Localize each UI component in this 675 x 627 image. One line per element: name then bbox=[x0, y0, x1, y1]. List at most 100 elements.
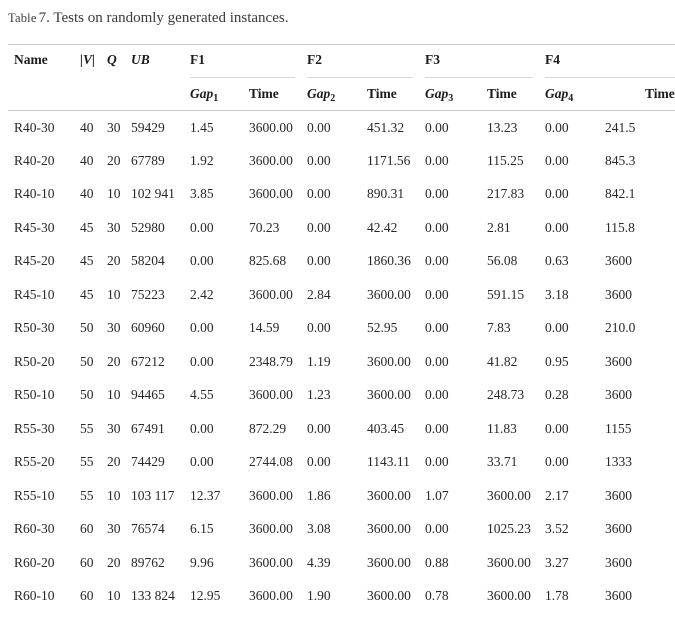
cell-ub: 133 824 bbox=[131, 588, 175, 604]
cell-time3: 13.23 bbox=[487, 119, 518, 135]
cell-q: 10 bbox=[107, 186, 121, 202]
cell-gap3: 0.00 bbox=[425, 454, 449, 470]
cell-q: 20 bbox=[107, 554, 121, 570]
cell-v: 55 bbox=[80, 487, 94, 503]
cell-name: R55-10 bbox=[14, 487, 55, 503]
cell-ub: 76574 bbox=[131, 521, 165, 537]
cell-v: 50 bbox=[80, 387, 94, 403]
cell-time3: 217.83 bbox=[487, 186, 525, 202]
cell-time4: 842.1 bbox=[605, 186, 636, 202]
group-header-row: Name |V| Q UB F1 F2 F3 F4 bbox=[8, 44, 675, 111]
cell-v: 45 bbox=[80, 286, 94, 302]
cell-time2: 451.32 bbox=[367, 119, 405, 135]
cell-name: R55-30 bbox=[14, 420, 55, 436]
column-header-v: |V| bbox=[80, 44, 107, 111]
cell-ub: 58204 bbox=[131, 253, 165, 269]
cell-time3: 41.82 bbox=[487, 353, 518, 369]
cell-gap4: 0.63 bbox=[545, 253, 569, 269]
cell-q: 10 bbox=[107, 588, 121, 604]
table-body: R40-30 40 30 59429 1.45 3600.00 0.00 451.32 0.00… bbox=[8, 111, 675, 614]
cell-time3: 3600.00 bbox=[487, 487, 531, 503]
group-header-f2: F2 bbox=[307, 45, 425, 78]
cell-gap3: 0.00 bbox=[425, 420, 449, 436]
cell-gap3: 0.00 bbox=[425, 186, 449, 202]
table-caption-label: Table bbox=[8, 11, 37, 25]
cell-name: R50-20 bbox=[14, 353, 55, 369]
cell-name: R55-20 bbox=[14, 454, 55, 470]
cell-time1: 3600.00 bbox=[249, 186, 293, 202]
cell-ub: 67212 bbox=[131, 353, 165, 369]
column-header-gap2: Gap2 bbox=[307, 77, 367, 111]
cell-name: R45-10 bbox=[14, 286, 55, 302]
cell-name: R60-30 bbox=[14, 521, 55, 537]
cell-v: 45 bbox=[80, 219, 94, 235]
cell-gap2: 2.84 bbox=[307, 286, 331, 302]
table-caption: Table 7. Tests on randomly generated inst… bbox=[8, 9, 675, 28]
cell-gap4: 0.28 bbox=[545, 387, 569, 403]
column-header-gap3: Gap3 bbox=[425, 77, 487, 111]
cell-gap1: 4.55 bbox=[190, 387, 214, 403]
cell-v: 50 bbox=[80, 353, 94, 369]
cell-time2: 3600.00 bbox=[367, 353, 411, 369]
cell-ub: 74429 bbox=[131, 454, 165, 470]
cell-time4: 3600 bbox=[605, 387, 632, 403]
cell-gap3: 1.07 bbox=[425, 487, 449, 503]
cell-time3: 3600.00 bbox=[487, 554, 531, 570]
column-header-gap4: Gap4 bbox=[545, 77, 605, 111]
table-row: R60-30 60 30 76574 6.15 3600.00 3.08 3600.00 0.0… bbox=[8, 513, 675, 547]
table-row: R40-10 40 10 102 941 3.85 3600.00 0.00 890.31 0.… bbox=[8, 178, 675, 212]
cell-q: 30 bbox=[107, 119, 121, 135]
cell-gap4: 0.00 bbox=[545, 186, 569, 202]
cell-gap3: 0.00 bbox=[425, 152, 449, 168]
cell-gap2: 0.00 bbox=[307, 219, 331, 235]
cell-time4: 1333 bbox=[605, 454, 632, 470]
cell-gap1: 0.00 bbox=[190, 320, 214, 336]
cell-name: R60-20 bbox=[14, 554, 55, 570]
cell-time1: 3600.00 bbox=[249, 119, 293, 135]
cell-gap3: 0.78 bbox=[425, 588, 449, 604]
cell-gap4: 0.00 bbox=[545, 219, 569, 235]
cell-time1: 2744.08 bbox=[249, 454, 293, 470]
cell-gap1: 3.85 bbox=[190, 186, 214, 202]
cell-time4: 1155 bbox=[605, 420, 632, 436]
cell-gap3: 0.00 bbox=[425, 387, 449, 403]
cell-gap2: 0.00 bbox=[307, 320, 331, 336]
cell-v: 60 bbox=[80, 554, 94, 570]
cell-ub: 52980 bbox=[131, 219, 165, 235]
cell-time3: 33.71 bbox=[487, 454, 518, 470]
cell-time2: 3600.00 bbox=[367, 588, 411, 604]
cell-v: 60 bbox=[80, 521, 94, 537]
cell-q: 20 bbox=[107, 353, 121, 369]
table-row: R55-20 55 20 74429 0.00 2744.08 0.00 1143.11 0.0… bbox=[8, 446, 675, 480]
cell-gap1: 12.37 bbox=[190, 487, 221, 503]
cell-gap2: 0.00 bbox=[307, 253, 331, 269]
cell-gap1: 0.00 bbox=[190, 219, 214, 235]
column-header-ub: UB bbox=[131, 44, 190, 111]
cell-gap4: 0.00 bbox=[545, 454, 569, 470]
cell-name: R50-10 bbox=[14, 387, 55, 403]
cell-time2: 3600.00 bbox=[367, 521, 411, 537]
group-header-f4: F4 bbox=[545, 45, 675, 78]
cell-gap2: 0.00 bbox=[307, 186, 331, 202]
cell-time2: 3600.00 bbox=[367, 387, 411, 403]
cell-gap1: 12.95 bbox=[190, 588, 221, 604]
cell-gap1: 9.96 bbox=[190, 554, 214, 570]
cell-name: R40-10 bbox=[14, 186, 55, 202]
cell-gap1: 0.00 bbox=[190, 253, 214, 269]
cell-v: 45 bbox=[80, 253, 94, 269]
cell-time4: 3600 bbox=[605, 286, 632, 302]
cell-time4: 3600 bbox=[605, 588, 632, 604]
cell-time3: 11.83 bbox=[487, 420, 517, 436]
group-header-f1: F1 bbox=[190, 45, 307, 78]
cell-time1: 14.59 bbox=[249, 320, 280, 336]
cell-time2: 1171.56 bbox=[367, 152, 411, 168]
cell-gap3: 0.00 bbox=[425, 286, 449, 302]
cell-gap1: 1.45 bbox=[190, 119, 214, 135]
cell-time3: 7.83 bbox=[487, 320, 511, 336]
cell-v: 50 bbox=[80, 320, 94, 336]
cell-q: 10 bbox=[107, 487, 121, 503]
cell-gap2: 0.00 bbox=[307, 152, 331, 168]
cell-ub: 89762 bbox=[131, 554, 165, 570]
table-caption-text: Tests on randomly generated instances. bbox=[53, 10, 289, 26]
cell-ub: 102 941 bbox=[131, 186, 175, 202]
